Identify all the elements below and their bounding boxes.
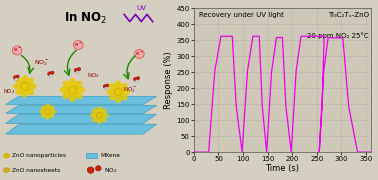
Ellipse shape xyxy=(28,83,37,89)
Ellipse shape xyxy=(51,71,54,74)
Ellipse shape xyxy=(22,75,28,84)
Ellipse shape xyxy=(90,113,97,118)
Ellipse shape xyxy=(119,83,128,91)
Ellipse shape xyxy=(100,108,107,114)
Ellipse shape xyxy=(48,105,54,111)
Text: In NO$_2$: In NO$_2$ xyxy=(64,11,107,26)
Ellipse shape xyxy=(92,108,98,114)
Ellipse shape xyxy=(109,83,117,91)
Text: ZnO nanoparticles: ZnO nanoparticles xyxy=(12,153,67,158)
Ellipse shape xyxy=(15,78,18,81)
Ellipse shape xyxy=(60,87,70,93)
Ellipse shape xyxy=(45,103,50,110)
Ellipse shape xyxy=(41,105,47,111)
Ellipse shape xyxy=(115,80,122,89)
Ellipse shape xyxy=(100,116,107,122)
Ellipse shape xyxy=(48,72,52,76)
Ellipse shape xyxy=(106,89,116,95)
Text: 20 ppm NO₂ 25°C: 20 ppm NO₂ 25°C xyxy=(307,33,369,39)
Polygon shape xyxy=(6,96,156,104)
Ellipse shape xyxy=(103,85,107,88)
Text: MXene: MXene xyxy=(100,153,120,158)
FancyBboxPatch shape xyxy=(86,153,98,158)
Ellipse shape xyxy=(50,109,56,114)
Ellipse shape xyxy=(15,87,24,95)
Ellipse shape xyxy=(63,91,71,99)
Ellipse shape xyxy=(76,71,79,74)
Ellipse shape xyxy=(26,78,34,85)
Circle shape xyxy=(73,40,83,50)
Ellipse shape xyxy=(13,76,17,79)
Polygon shape xyxy=(6,105,156,113)
Text: e$^-$: e$^-$ xyxy=(13,46,22,54)
Text: e$^-$: e$^-$ xyxy=(135,50,144,58)
Ellipse shape xyxy=(105,87,107,90)
Ellipse shape xyxy=(74,81,82,89)
Ellipse shape xyxy=(92,116,98,122)
Ellipse shape xyxy=(48,112,54,118)
Ellipse shape xyxy=(15,78,24,85)
Ellipse shape xyxy=(106,84,109,87)
Circle shape xyxy=(87,167,94,173)
Ellipse shape xyxy=(121,89,130,95)
Ellipse shape xyxy=(69,78,76,87)
Ellipse shape xyxy=(75,87,85,93)
Text: NO$_2$: NO$_2$ xyxy=(3,87,15,96)
Ellipse shape xyxy=(74,68,79,72)
Ellipse shape xyxy=(97,106,102,113)
Ellipse shape xyxy=(135,80,138,83)
Text: NO$_2$: NO$_2$ xyxy=(87,71,100,80)
Ellipse shape xyxy=(115,94,122,103)
Ellipse shape xyxy=(39,109,46,114)
Ellipse shape xyxy=(114,88,122,96)
Text: NO$_2$: NO$_2$ xyxy=(104,166,117,175)
Ellipse shape xyxy=(16,75,19,78)
Y-axis label: Response (%): Response (%) xyxy=(164,51,174,109)
Ellipse shape xyxy=(41,112,47,118)
Text: Ti₃C₂Tₓ-ZnO: Ti₃C₂Tₓ-ZnO xyxy=(328,12,369,18)
Ellipse shape xyxy=(96,112,102,118)
Ellipse shape xyxy=(49,75,53,77)
Ellipse shape xyxy=(3,153,10,158)
Polygon shape xyxy=(6,114,156,123)
Text: NO$_2^-$: NO$_2^-$ xyxy=(34,58,50,68)
Ellipse shape xyxy=(74,91,82,99)
Ellipse shape xyxy=(136,77,140,80)
Ellipse shape xyxy=(109,93,117,101)
X-axis label: Time (s): Time (s) xyxy=(265,164,299,173)
Circle shape xyxy=(135,50,144,59)
Text: NO$_2^-$: NO$_2^-$ xyxy=(123,85,137,95)
Ellipse shape xyxy=(3,167,11,173)
Ellipse shape xyxy=(68,86,77,94)
Circle shape xyxy=(96,166,101,171)
Ellipse shape xyxy=(69,93,76,102)
Text: Recovery under UV light: Recovery under UV light xyxy=(199,12,284,18)
Polygon shape xyxy=(6,124,156,134)
Ellipse shape xyxy=(21,83,29,90)
Ellipse shape xyxy=(97,117,102,124)
Circle shape xyxy=(12,46,22,55)
Ellipse shape xyxy=(63,81,71,89)
Text: e$^-$: e$^-$ xyxy=(74,41,83,49)
Ellipse shape xyxy=(119,93,128,101)
Ellipse shape xyxy=(26,87,34,95)
Ellipse shape xyxy=(133,77,138,81)
Ellipse shape xyxy=(45,109,51,114)
Ellipse shape xyxy=(101,113,109,118)
Text: ZnO nanosheets: ZnO nanosheets xyxy=(12,168,60,173)
Ellipse shape xyxy=(22,89,28,98)
Text: UV: UV xyxy=(136,5,146,11)
Ellipse shape xyxy=(13,83,22,89)
Ellipse shape xyxy=(45,113,50,120)
Ellipse shape xyxy=(77,68,81,71)
